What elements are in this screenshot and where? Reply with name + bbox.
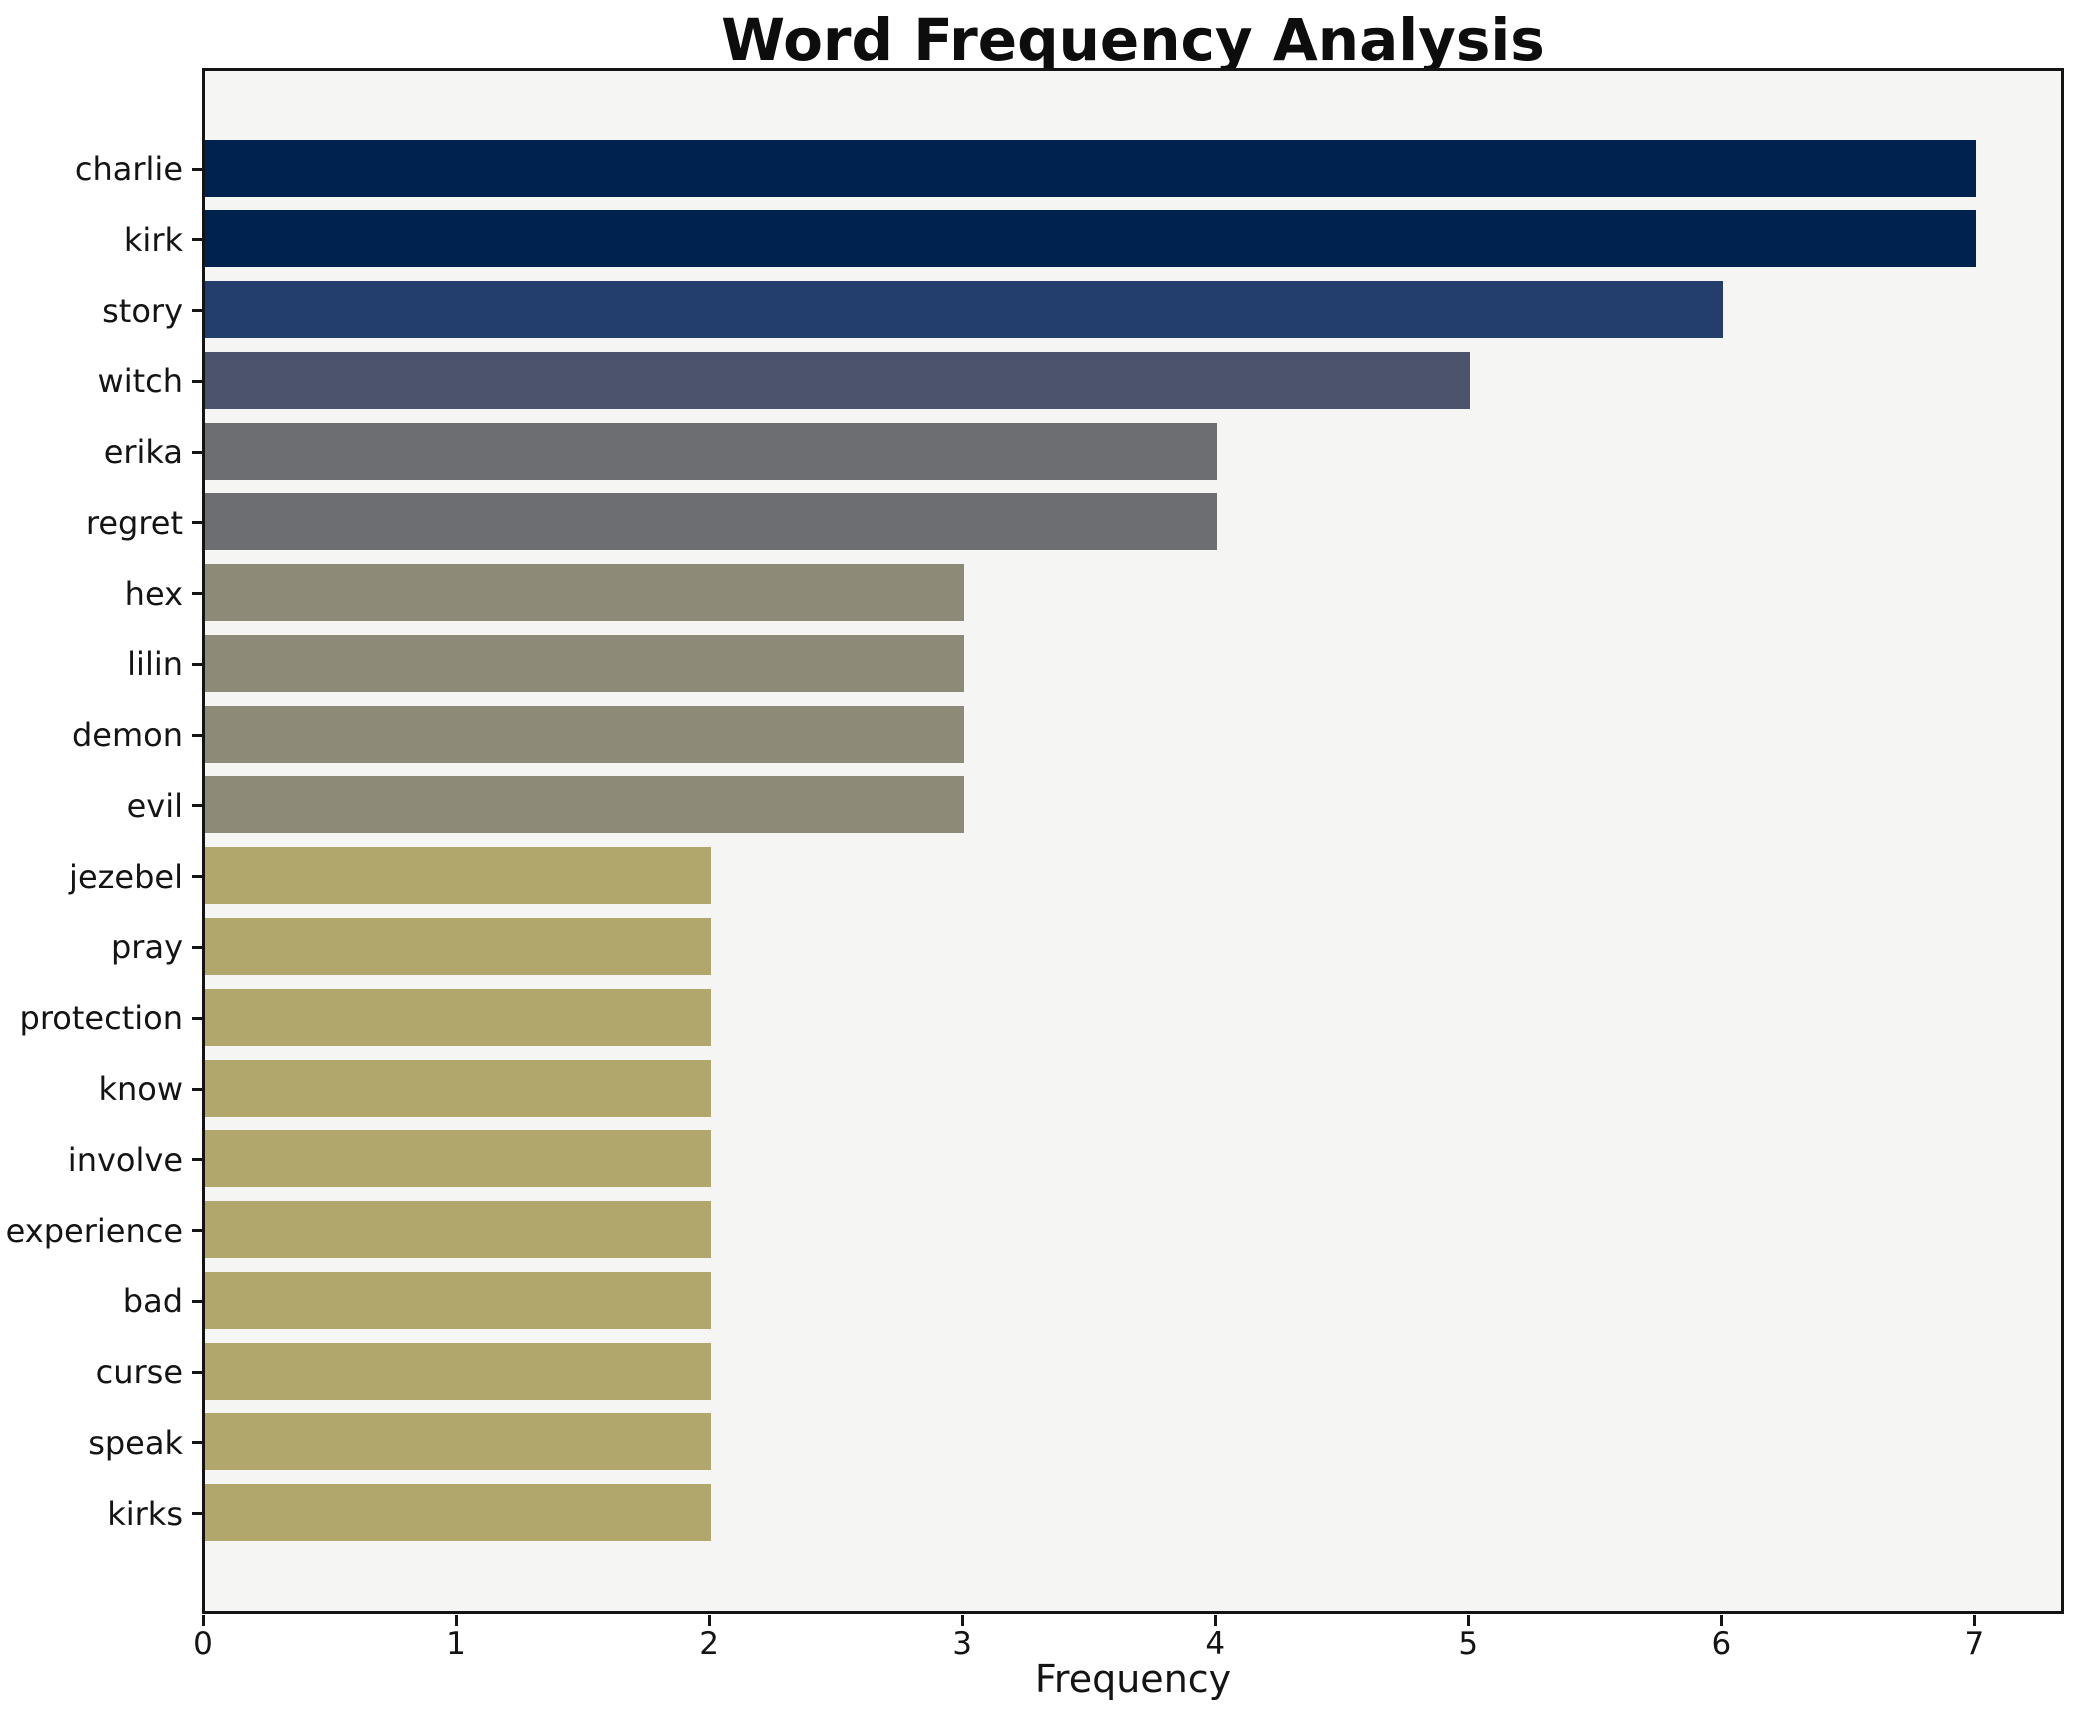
- y-tick-label-curse: curse: [95, 1353, 183, 1392]
- x-tick-mark: [1213, 1615, 1217, 1626]
- y-tick-label-bad: bad: [122, 1282, 183, 1321]
- bar-kirk: [205, 210, 1976, 268]
- y-tick-mark: [192, 662, 203, 666]
- bar-bad: [205, 1271, 711, 1329]
- x-tick-label-7: 7: [1964, 1626, 1985, 1662]
- bar-kirks: [205, 1484, 711, 1542]
- x-axis-label: Frequency: [1034, 1657, 1232, 1701]
- x-tick-mark: [707, 1615, 711, 1626]
- x-tick-mark: [201, 1615, 205, 1626]
- y-tick-label-kirks: kirks: [107, 1494, 183, 1533]
- x-tick-mark: [454, 1615, 458, 1626]
- y-tick-label-jezebel: jezebel: [69, 857, 183, 896]
- y-tick-mark: [192, 1512, 203, 1516]
- y-tick-mark: [192, 238, 203, 242]
- x-tick-label-0: 0: [193, 1626, 213, 1662]
- y-tick-label-erika: erika: [103, 433, 183, 472]
- y-tick-mark: [192, 945, 203, 949]
- y-tick-mark: [192, 1370, 203, 1374]
- y-tick-mark: [192, 1229, 203, 1233]
- y-tick-mark: [192, 1016, 203, 1020]
- bar-pray: [205, 917, 711, 975]
- bar-evil: [205, 776, 964, 834]
- y-tick-label-charlie: charlie: [74, 150, 183, 188]
- y-tick-label-protection: protection: [19, 999, 183, 1038]
- y-tick-mark: [192, 1087, 203, 1091]
- y-tick-label-speak: speak: [88, 1423, 183, 1462]
- bar-hex: [205, 564, 964, 622]
- y-tick-label-witch: witch: [97, 362, 183, 401]
- y-tick-label-evil: evil: [126, 786, 183, 825]
- y-tick-label-regret: regret: [85, 503, 183, 542]
- y-tick-label-know: know: [98, 1070, 183, 1108]
- y-tick-mark: [192, 167, 203, 171]
- y-tick-mark: [192, 875, 203, 879]
- bar-involve: [205, 1130, 711, 1188]
- chart-title: Word Frequency Analysis: [721, 6, 1545, 74]
- x-tick-label-4: 4: [1205, 1626, 1226, 1662]
- x-tick-label-5: 5: [1458, 1626, 1479, 1662]
- y-tick-mark: [192, 592, 203, 596]
- y-tick-mark: [192, 804, 203, 808]
- bar-lilin: [205, 634, 964, 692]
- bar-know: [205, 1059, 711, 1117]
- x-tick-mark: [1466, 1615, 1470, 1626]
- y-tick-label-lilin: lilin: [127, 645, 183, 684]
- y-tick-mark: [192, 733, 203, 737]
- x-tick-mark: [960, 1615, 964, 1626]
- y-tick-label-involve: involve: [67, 1140, 183, 1179]
- plot-area: [202, 68, 2064, 1614]
- bar-demon: [205, 705, 964, 763]
- bar-charlie: [205, 139, 1976, 197]
- bar-erika: [205, 422, 1217, 480]
- y-tick-label-story: story: [102, 291, 183, 330]
- y-tick-mark: [192, 521, 203, 525]
- y-tick-mark: [192, 450, 203, 454]
- bar-story: [205, 281, 1723, 339]
- y-tick-mark: [192, 1158, 203, 1162]
- bar-curse: [205, 1342, 711, 1400]
- y-tick-label-hex: hex: [124, 574, 183, 613]
- x-tick-mark: [1719, 1615, 1723, 1626]
- bar-witch: [205, 351, 1470, 409]
- y-tick-mark: [192, 1441, 203, 1445]
- bar-experience: [205, 1201, 711, 1259]
- y-tick-label-pray: pray: [110, 928, 183, 967]
- y-tick-mark: [192, 1299, 203, 1303]
- y-tick-label-demon: demon: [71, 716, 183, 755]
- x-tick-label-1: 1: [446, 1626, 466, 1662]
- x-tick-mark: [1972, 1615, 1976, 1626]
- y-tick-label-experience: experience: [5, 1211, 183, 1250]
- x-tick-label-6: 6: [1711, 1626, 1732, 1662]
- bar-protection: [205, 988, 711, 1046]
- bars-layer: [205, 71, 2061, 1611]
- bar-speak: [205, 1413, 711, 1471]
- y-tick-mark: [192, 379, 203, 383]
- bar-regret: [205, 493, 1217, 551]
- y-tick-mark: [192, 309, 203, 313]
- x-tick-label-3: 3: [952, 1626, 973, 1662]
- x-tick-label-2: 2: [699, 1626, 719, 1662]
- bar-jezebel: [205, 847, 711, 905]
- y-tick-label-kirk: kirk: [123, 220, 183, 259]
